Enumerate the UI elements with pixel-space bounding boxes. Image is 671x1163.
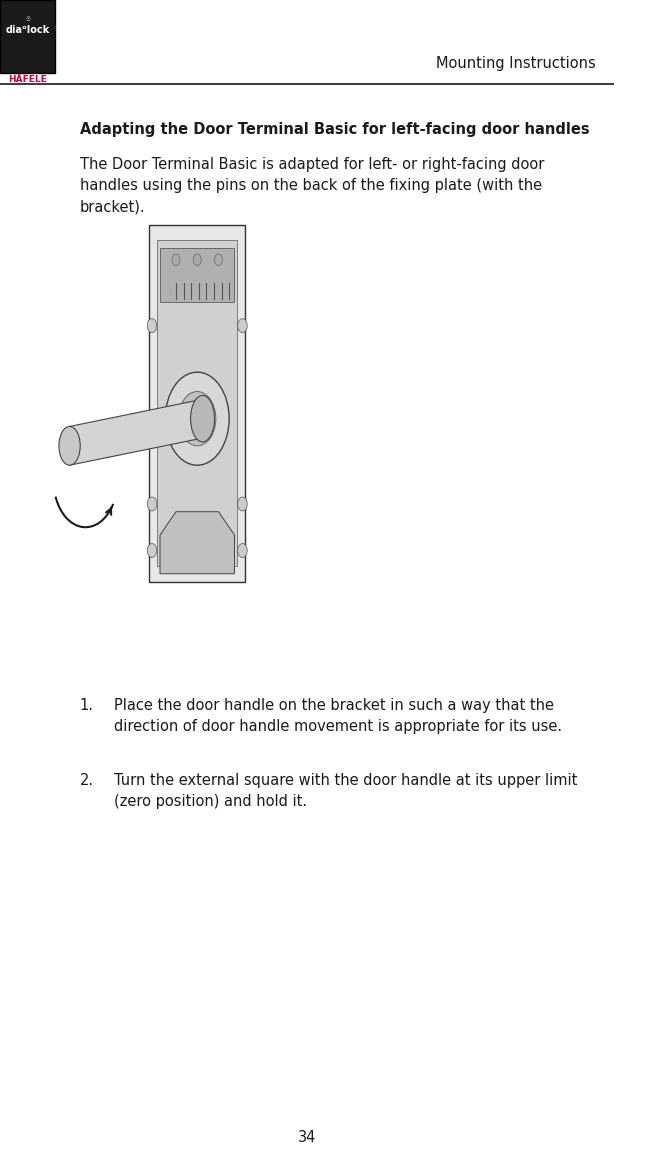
Text: Turn the external square with the door handle at its upper limit
(zero position): Turn the external square with the door h…	[113, 773, 577, 809]
Text: The Door Terminal Basic is adapted for left- or right-facing door
handles using : The Door Terminal Basic is adapted for l…	[80, 157, 544, 214]
Text: diaᵒlock: diaᵒlock	[5, 26, 50, 35]
Text: 2.: 2.	[80, 773, 94, 789]
FancyBboxPatch shape	[0, 0, 55, 73]
Text: HÄFELE: HÄFELE	[8, 74, 47, 84]
Text: Place the door handle on the bracket in such a way that the
direction of door ha: Place the door handle on the bracket in …	[113, 698, 562, 734]
Text: ☉: ☉	[25, 17, 30, 22]
Text: Adapting the Door Terminal Basic for left-facing door handles: Adapting the Door Terminal Basic for lef…	[80, 122, 589, 137]
Text: Mounting Instructions: Mounting Instructions	[435, 57, 595, 71]
Text: 1.: 1.	[80, 698, 94, 713]
Text: 34: 34	[298, 1130, 316, 1144]
